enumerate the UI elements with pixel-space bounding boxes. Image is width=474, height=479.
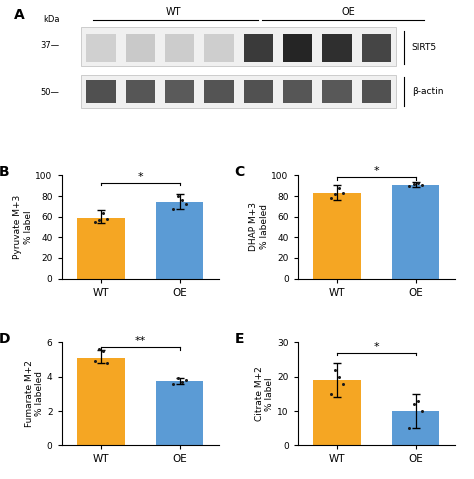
FancyBboxPatch shape	[244, 80, 273, 103]
FancyBboxPatch shape	[283, 80, 312, 103]
Text: *: *	[374, 342, 379, 352]
Text: kDa: kDa	[43, 15, 60, 24]
Bar	[156, 202, 203, 279]
FancyBboxPatch shape	[82, 27, 396, 66]
FancyBboxPatch shape	[204, 80, 234, 103]
Bar	[156, 381, 203, 445]
Bar	[313, 380, 361, 445]
Text: A: A	[14, 8, 25, 22]
Bar	[313, 193, 361, 279]
FancyBboxPatch shape	[322, 80, 352, 103]
FancyBboxPatch shape	[362, 80, 391, 103]
FancyBboxPatch shape	[165, 34, 194, 62]
FancyBboxPatch shape	[362, 34, 391, 62]
Text: C: C	[235, 165, 245, 179]
FancyBboxPatch shape	[82, 75, 396, 108]
Text: D: D	[0, 332, 10, 346]
Y-axis label: Pyruvate M+3
% label: Pyruvate M+3 % label	[13, 195, 33, 259]
Bar	[392, 185, 439, 279]
FancyBboxPatch shape	[244, 34, 273, 62]
FancyBboxPatch shape	[126, 80, 155, 103]
Y-axis label: DHAP M+3
% labeled: DHAP M+3 % labeled	[249, 203, 269, 251]
FancyBboxPatch shape	[322, 34, 352, 62]
Text: **: **	[135, 336, 146, 346]
FancyBboxPatch shape	[204, 34, 234, 62]
Text: *: *	[137, 171, 143, 182]
FancyBboxPatch shape	[165, 80, 194, 103]
Text: OE: OE	[342, 7, 356, 17]
Text: 50—: 50—	[41, 88, 60, 97]
Text: SIRT5: SIRT5	[412, 43, 437, 52]
Y-axis label: Citrate M+2
% label: Citrate M+2 % label	[255, 366, 274, 421]
Bar	[77, 358, 125, 445]
Text: *: *	[374, 166, 379, 176]
Text: WT: WT	[166, 7, 182, 17]
FancyBboxPatch shape	[283, 34, 312, 62]
Text: E: E	[235, 332, 244, 346]
Text: β-actin: β-actin	[412, 87, 443, 96]
FancyBboxPatch shape	[86, 34, 116, 62]
Bar	[77, 217, 125, 279]
FancyBboxPatch shape	[126, 34, 155, 62]
Text: 37—: 37—	[41, 41, 60, 49]
Bar	[392, 411, 439, 445]
FancyBboxPatch shape	[86, 80, 116, 103]
Text: B: B	[0, 165, 9, 179]
Y-axis label: Fumarate M+2
% labeled: Fumarate M+2 % labeled	[25, 360, 44, 427]
